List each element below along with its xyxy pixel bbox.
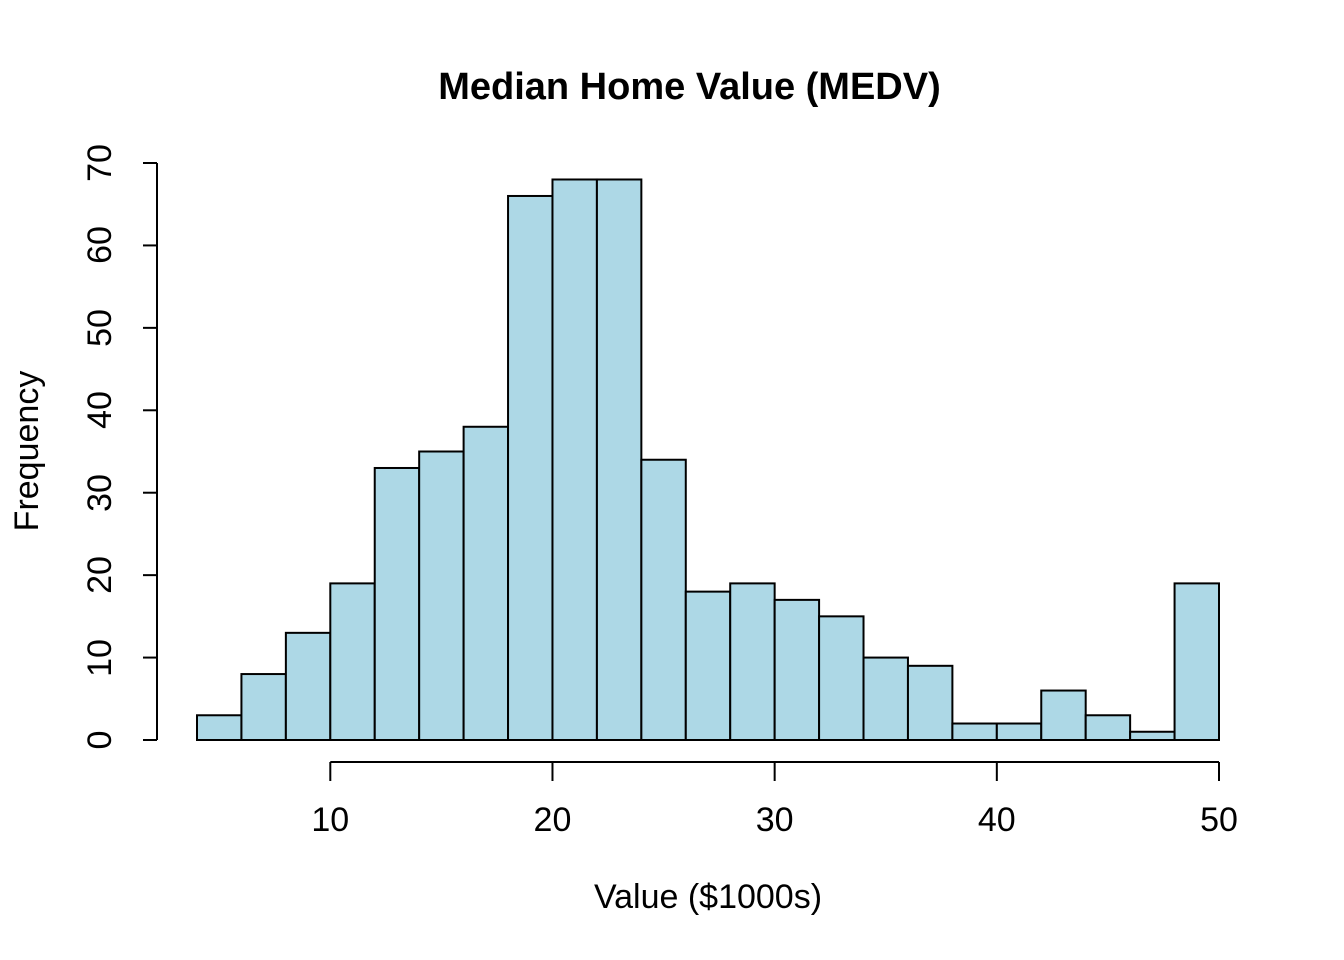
histogram-bar [862,656,909,741]
histogram-bar [418,450,465,741]
histogram-bar [240,673,287,741]
chart-title: Median Home Value (MEDV) [438,66,941,108]
histogram-bar [595,178,643,741]
histogram-bar [1129,730,1176,741]
histogram-bar [507,194,554,741]
y-tick-label: 30 [81,473,119,512]
y-axis-label: Frequency [8,370,46,532]
histogram-bar [196,714,243,741]
histogram-bar [995,722,1043,741]
y-tick-label: 60 [81,226,119,265]
x-tick-label: 20 [533,801,572,839]
y-tick-label: 70 [81,144,119,182]
y-tick-label: 0 [81,730,119,750]
histogram-bar [373,466,421,741]
x-tick-label: 10 [311,801,350,839]
histogram-bar [284,631,332,741]
histogram-bar [684,590,732,742]
x-tick-label: 30 [755,801,794,839]
histogram-bar [329,582,376,742]
x-tick-label: 40 [977,801,1016,839]
histogram-bar [1084,714,1132,741]
y-tick-label: 20 [81,556,119,595]
x-tick-label: 50 [1200,801,1238,839]
y-tick-label: 50 [81,308,119,347]
histogram-bar [551,178,598,741]
histogram-bar [1040,689,1087,741]
y-tick-label: 10 [81,638,119,677]
histogram-bar [462,425,510,741]
histogram-bar [818,615,865,741]
histogram-bar [640,458,687,741]
histogram-bar [951,722,998,741]
histogram-bar [773,598,821,741]
y-tick-label: 40 [81,391,119,430]
x-axis-label: Value ($1000s) [593,878,823,916]
histogram-bar [729,582,776,742]
histogram-bar [1173,582,1220,742]
histogram-bar [906,664,954,741]
